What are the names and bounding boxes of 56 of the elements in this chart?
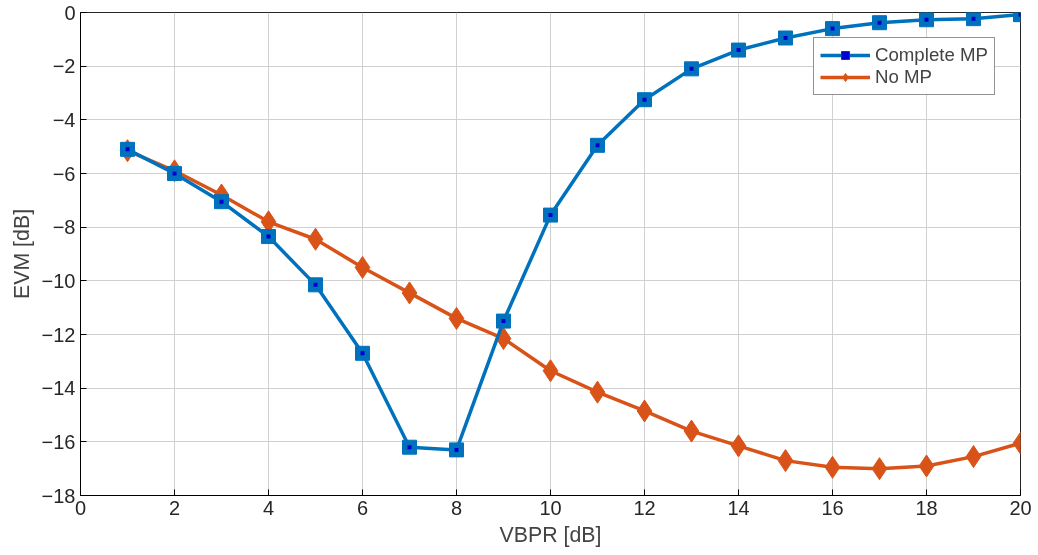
legend-label: Complete MP	[874, 44, 988, 66]
point	[731, 42, 746, 58]
point	[684, 61, 699, 77]
point	[449, 442, 464, 458]
point	[543, 207, 558, 223]
x-tick-label: 2	[168, 496, 181, 519]
point	[355, 345, 370, 361]
point	[307, 227, 324, 251]
point	[448, 306, 465, 330]
y-tick-label: −4	[52, 108, 76, 131]
point	[777, 449, 794, 473]
x-tick-label: 6	[356, 496, 369, 519]
x-tick-label: 10	[539, 496, 562, 519]
x-tick-label: 20	[1009, 496, 1032, 519]
point	[636, 399, 653, 423]
y-tick-label: −2	[52, 55, 76, 78]
y-tick-label: −8	[52, 216, 76, 239]
y-tick-label: −12	[41, 323, 76, 346]
point	[919, 12, 934, 28]
point	[966, 12, 981, 27]
legend-label: No MP	[874, 66, 933, 88]
y-tick-label: −6	[52, 162, 76, 185]
point	[308, 277, 323, 293]
point	[402, 439, 417, 455]
point	[965, 445, 982, 469]
point	[496, 313, 511, 329]
point	[590, 137, 605, 153]
x-tick-label: 16	[821, 496, 844, 519]
y-tick-label: −18	[41, 484, 76, 507]
point	[872, 15, 887, 31]
point	[354, 255, 371, 279]
point	[824, 455, 841, 479]
point	[167, 166, 182, 181]
point	[778, 30, 793, 46]
y-tick-label: 0	[64, 1, 76, 24]
point	[589, 380, 606, 404]
point	[261, 229, 276, 245]
y-tick-label: −16	[41, 430, 76, 453]
point	[637, 92, 652, 108]
point	[730, 434, 747, 458]
point	[918, 454, 935, 478]
x-tick-label: 18	[915, 496, 938, 519]
point	[825, 21, 840, 37]
y-tick-label: −10	[41, 269, 76, 292]
x-tick-label: 4	[262, 496, 275, 519]
x-tick-label: 8	[450, 496, 463, 519]
y-axis-title: EVM [dB]	[9, 208, 34, 300]
y-tick-label: −14	[41, 377, 76, 400]
point	[683, 419, 700, 443]
point	[871, 457, 888, 481]
x-tick-label: 14	[727, 496, 750, 519]
point	[542, 359, 559, 383]
x-axis-title: VBPR [dB]	[499, 522, 602, 547]
x-tick-label: 12	[633, 496, 656, 519]
point	[401, 281, 418, 305]
point	[214, 194, 229, 210]
